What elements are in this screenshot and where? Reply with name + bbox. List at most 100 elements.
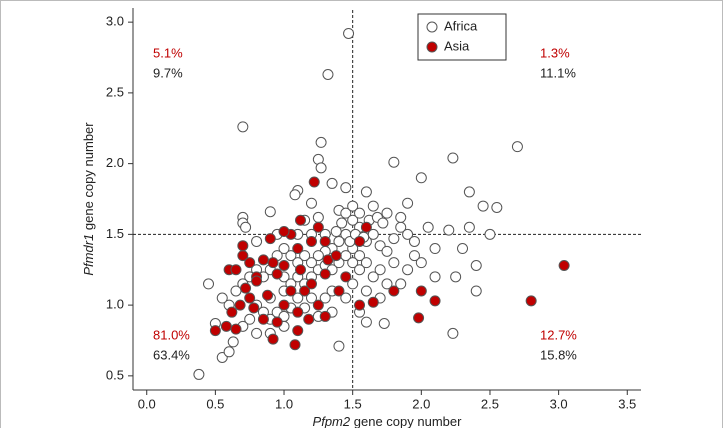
y-tick-label: 1.5: [106, 226, 124, 241]
point: [491, 201, 503, 213]
point: [354, 235, 366, 247]
point: [262, 289, 274, 301]
point: [312, 250, 324, 262]
point: [336, 217, 348, 229]
africa-percentage: 9.7%: [153, 65, 183, 80]
africa-percentage: 15.8%: [540, 347, 577, 362]
point: [251, 327, 263, 339]
y-tick-label: 0.5: [106, 367, 124, 382]
point: [395, 278, 407, 290]
point: [395, 211, 407, 223]
point: [378, 318, 390, 330]
x-tick-label: 3.5: [618, 396, 636, 411]
x-tick-label: 1.0: [275, 396, 293, 411]
legend-label: Asia: [444, 38, 470, 53]
point: [264, 206, 276, 218]
point: [203, 278, 215, 290]
point: [408, 250, 420, 262]
point: [340, 182, 352, 194]
x-label-gene: Pfpm2: [313, 414, 351, 428]
point: [278, 299, 290, 311]
point: [257, 313, 269, 325]
x-label-text: gene copy number: [354, 414, 462, 428]
point: [240, 282, 252, 294]
point: [237, 121, 249, 133]
point: [360, 221, 372, 233]
point: [457, 243, 469, 255]
point: [267, 257, 279, 269]
point: [264, 233, 276, 245]
point: [415, 285, 427, 297]
point: [388, 257, 400, 269]
point: [278, 243, 290, 255]
point: [429, 295, 441, 307]
point: [415, 172, 427, 184]
africa-percentage: 11.1%: [540, 65, 576, 80]
legend-marker: [426, 21, 438, 33]
point: [220, 320, 232, 332]
point: [347, 278, 359, 290]
point: [305, 257, 317, 269]
x-tick-label: 0.0: [138, 396, 156, 411]
point: [377, 217, 389, 229]
point: [402, 197, 414, 209]
point: [305, 278, 317, 290]
legend-label: Africa: [444, 18, 478, 33]
point: [251, 235, 263, 247]
point: [216, 292, 228, 304]
point: [354, 264, 366, 276]
point: [408, 235, 420, 247]
point: [312, 299, 324, 311]
point: [333, 235, 345, 247]
point: [251, 275, 263, 287]
point: [244, 313, 256, 325]
x-tick-label: 1.5: [344, 396, 362, 411]
point: [333, 340, 345, 352]
x-axis-label: Pfpm2 gene copy number: [313, 414, 463, 428]
point: [360, 257, 372, 269]
point: [511, 141, 523, 153]
point: [209, 325, 221, 337]
point: [278, 259, 290, 271]
point: [340, 271, 352, 283]
point: [303, 313, 315, 325]
point: [367, 271, 379, 283]
point: [347, 214, 359, 226]
point: [381, 207, 393, 219]
point: [305, 197, 317, 209]
point: [292, 325, 304, 337]
point: [292, 243, 304, 255]
point: [558, 259, 570, 271]
point: [354, 207, 366, 219]
point: [443, 224, 455, 236]
asia-percentage: 12.7%: [540, 327, 577, 342]
point: [292, 306, 304, 318]
y-tick-label: 2.5: [106, 84, 124, 99]
x-tick-label: 2.5: [481, 396, 499, 411]
africa-percentage: 63.4%: [153, 347, 190, 362]
point: [230, 264, 242, 276]
point: [388, 285, 400, 297]
point: [295, 264, 307, 276]
point: [244, 292, 256, 304]
point: [330, 250, 342, 262]
point: [278, 226, 290, 238]
point: [305, 292, 317, 304]
point: [312, 221, 324, 233]
y-label-text: gene copy number: [81, 122, 96, 230]
point: [484, 228, 496, 240]
point: [388, 156, 400, 168]
point: [248, 302, 260, 314]
point: [237, 240, 249, 252]
point: [402, 264, 414, 276]
point: [367, 296, 379, 308]
point: [230, 323, 242, 335]
asia-percentage: 5.1%: [153, 45, 183, 60]
point: [477, 200, 489, 212]
point: [347, 200, 359, 212]
x-tick-label: 2.0: [412, 396, 430, 411]
point: [347, 257, 359, 269]
point: [402, 228, 414, 240]
point: [299, 285, 311, 297]
